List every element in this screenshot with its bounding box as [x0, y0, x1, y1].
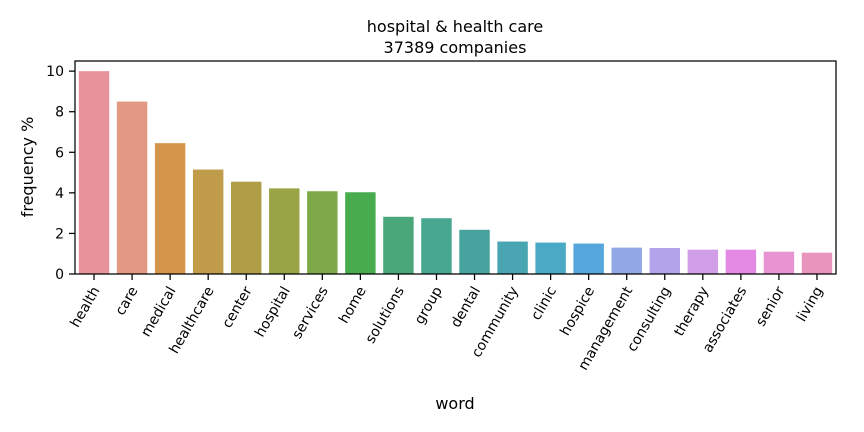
bar-solutions	[383, 216, 414, 274]
plot-frame	[74, 60, 837, 275]
x-tick-label: group	[412, 284, 446, 327]
x-tick-label: medical	[138, 284, 179, 340]
bar-consulting	[649, 248, 680, 274]
x-tick-label: health	[67, 284, 103, 330]
x-tick-label: dental	[448, 284, 484, 330]
x-axis-label: word	[435, 394, 474, 413]
bar-dental	[459, 229, 490, 274]
x-tick-label: home	[336, 284, 370, 326]
y-tick-label: 4	[55, 186, 64, 202]
x-tick-label: hospice	[557, 284, 598, 339]
bar-group	[421, 218, 452, 274]
y-tick-label: 2	[55, 226, 64, 242]
x-tick-label: clinic	[528, 284, 560, 323]
bar-hospice	[573, 243, 604, 274]
y-tick-label: 0	[55, 267, 64, 283]
bar-services	[307, 191, 338, 274]
y-axis-label: frequency %	[18, 117, 37, 218]
bars-group	[78, 71, 833, 274]
x-tick-label: services	[289, 284, 332, 342]
bar-senior	[763, 251, 795, 274]
bar-clinic	[535, 242, 566, 274]
bar-living	[801, 252, 833, 274]
bar-management	[611, 247, 642, 274]
x-tick-label: senior	[753, 284, 788, 329]
bar-healthcare	[192, 169, 224, 274]
x-tick-label: solutions	[363, 284, 408, 346]
x-tick-label: therapy	[671, 284, 712, 339]
bar-community	[497, 241, 528, 274]
bar-medical	[154, 143, 186, 274]
x-tick-label: center	[219, 284, 255, 331]
bar-therapy	[687, 249, 719, 274]
chart-title: hospital & health care	[367, 17, 543, 36]
y-tick-label: 6	[55, 145, 64, 161]
x-tick-label: living	[794, 284, 827, 325]
bar-care	[116, 101, 148, 274]
y-axis-ticks: 0 2 4 6 8 10	[46, 64, 75, 283]
x-tick-label: care	[113, 284, 142, 318]
y-tick-label: 10	[46, 64, 64, 80]
x-tick-label: hospital	[252, 284, 294, 340]
y-tick-label: 8	[55, 105, 64, 121]
bar-home	[345, 192, 376, 274]
bar-associates	[725, 249, 757, 274]
bar-health	[78, 71, 110, 274]
bar-hospital	[269, 188, 300, 274]
chart-subtitle: 37389 companies	[384, 38, 527, 57]
bar-center	[231, 181, 262, 274]
